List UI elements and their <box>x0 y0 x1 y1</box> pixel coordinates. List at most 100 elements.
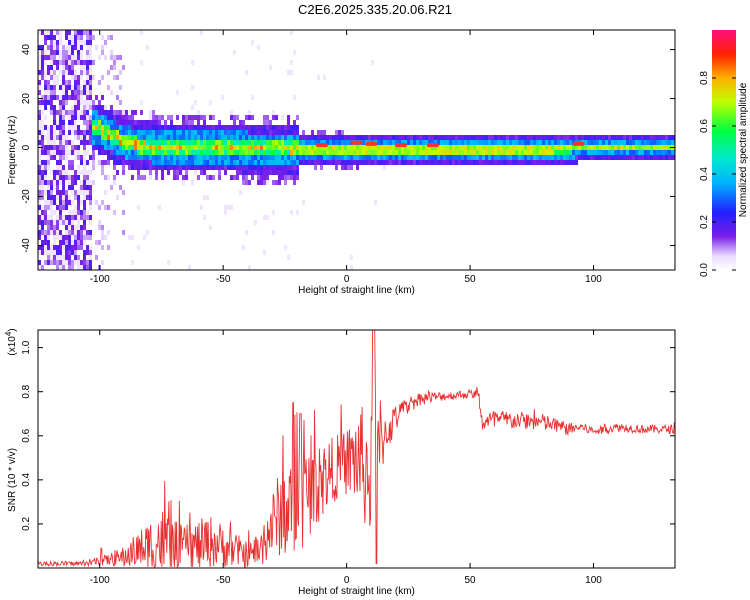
heatmap-cell <box>53 135 56 140</box>
heatmap-cell <box>377 150 380 155</box>
heatmap-cell <box>86 180 89 185</box>
heatmap-cell <box>80 265 83 270</box>
heatmap-cell <box>53 220 56 225</box>
heatmap-cell <box>437 160 440 165</box>
heatmap-cell <box>134 160 137 165</box>
heatmap-cell <box>83 150 86 155</box>
heatmap-cell <box>440 135 443 140</box>
heatmap-cell <box>344 140 347 145</box>
heatmap-cell <box>563 140 566 145</box>
heatmap-cell <box>608 150 611 155</box>
heatmap-cell <box>491 160 494 165</box>
heatmap-cell <box>413 135 416 140</box>
heatmap-cell <box>161 115 164 120</box>
heatmap-cell <box>62 130 65 135</box>
heatmap-cell <box>104 125 107 130</box>
heatmap-cell <box>80 155 83 160</box>
heatmap-cell <box>455 145 458 150</box>
heatmap-cell <box>146 45 149 50</box>
heatmap-cell <box>56 225 59 230</box>
heatmap-cell <box>311 140 314 145</box>
x-tick-label: 0 <box>344 575 350 586</box>
heatmap-cell <box>413 140 416 145</box>
heatmap-cell <box>374 200 377 205</box>
heatmap-cell <box>80 70 83 75</box>
heatmap-cell <box>170 135 173 140</box>
heatmap-cell <box>113 165 116 170</box>
heatmap-cell <box>515 160 518 165</box>
heatmap-cell <box>185 175 188 180</box>
heatmap-cell <box>329 140 332 145</box>
heatmap-cell <box>434 155 437 160</box>
heatmap-cell <box>38 105 41 110</box>
heatmap-cell <box>245 165 248 170</box>
heatmap-cell <box>317 130 320 135</box>
heatmap-cell <box>98 145 101 150</box>
heatmap-cell <box>560 145 563 150</box>
heatmap-cell <box>86 130 89 135</box>
heatmap-cell <box>293 135 296 140</box>
heatmap-cell <box>74 260 77 265</box>
heatmap-cell <box>464 145 467 150</box>
heatmap-cell <box>512 160 515 165</box>
heatmap-cell <box>62 125 65 130</box>
heatmap-cell <box>407 140 410 145</box>
heatmap-cell <box>641 135 644 140</box>
heatmap-cell <box>41 130 44 135</box>
heatmap-cell <box>113 125 116 130</box>
heatmap-cell <box>338 135 341 140</box>
heatmap-cell <box>68 230 71 235</box>
heatmap-cell <box>80 50 83 55</box>
heatmap-cell <box>74 250 77 255</box>
heatmap-cell <box>293 175 296 180</box>
heatmap-cell <box>191 60 194 65</box>
heatmap-cell <box>557 160 560 165</box>
heatmap-cell <box>254 135 257 140</box>
heatmap-cell <box>341 140 344 145</box>
heatmap-cell <box>593 145 596 150</box>
heatmap-cell <box>116 145 119 150</box>
heatmap-cell <box>248 140 251 145</box>
heatmap-cell <box>479 145 482 150</box>
heatmap-cell <box>341 135 344 140</box>
heatmap-cell <box>227 145 230 150</box>
heatmap-cell <box>89 170 92 175</box>
heatmap-cell <box>398 135 401 140</box>
heatmap-cell <box>296 165 299 170</box>
heatmap-cell <box>167 170 170 175</box>
heatmap-cell <box>251 165 254 170</box>
heatmap-cell <box>320 145 323 150</box>
heatmap-cell <box>80 135 83 140</box>
heatmap-cell <box>368 145 371 150</box>
heatmap-cell <box>176 125 179 130</box>
heatmap-cell <box>602 135 605 140</box>
heatmap-cell <box>83 230 86 235</box>
heatmap-cell <box>656 140 659 145</box>
heatmap-cell <box>44 30 47 35</box>
heatmap-cell <box>44 50 47 55</box>
heatmap-cell <box>107 85 110 90</box>
heatmap-cell <box>518 150 521 155</box>
heatmap-cell <box>290 125 293 130</box>
heatmap-cell <box>38 85 41 90</box>
heatmap-cell <box>155 120 158 125</box>
heatmap-cell <box>503 140 506 145</box>
heatmap-cell <box>188 115 191 120</box>
heatmap-cell <box>587 145 590 150</box>
heatmap-cell <box>200 125 203 130</box>
heatmap-cell <box>41 50 44 55</box>
heatmap-cell <box>578 145 581 150</box>
heatmap-cell <box>233 50 236 55</box>
heatmap-cell <box>209 155 212 160</box>
heatmap-cell <box>155 115 158 120</box>
heatmap-cell <box>41 65 44 70</box>
heatmap-cell <box>65 240 68 245</box>
heatmap-cell <box>59 235 62 240</box>
heatmap-cell <box>71 70 74 75</box>
heatmap-cell <box>74 205 77 210</box>
heatmap-cell <box>329 135 332 140</box>
heatmap-cell <box>80 180 83 185</box>
heatmap-cell <box>101 75 104 80</box>
heatmap-cell <box>134 130 137 135</box>
